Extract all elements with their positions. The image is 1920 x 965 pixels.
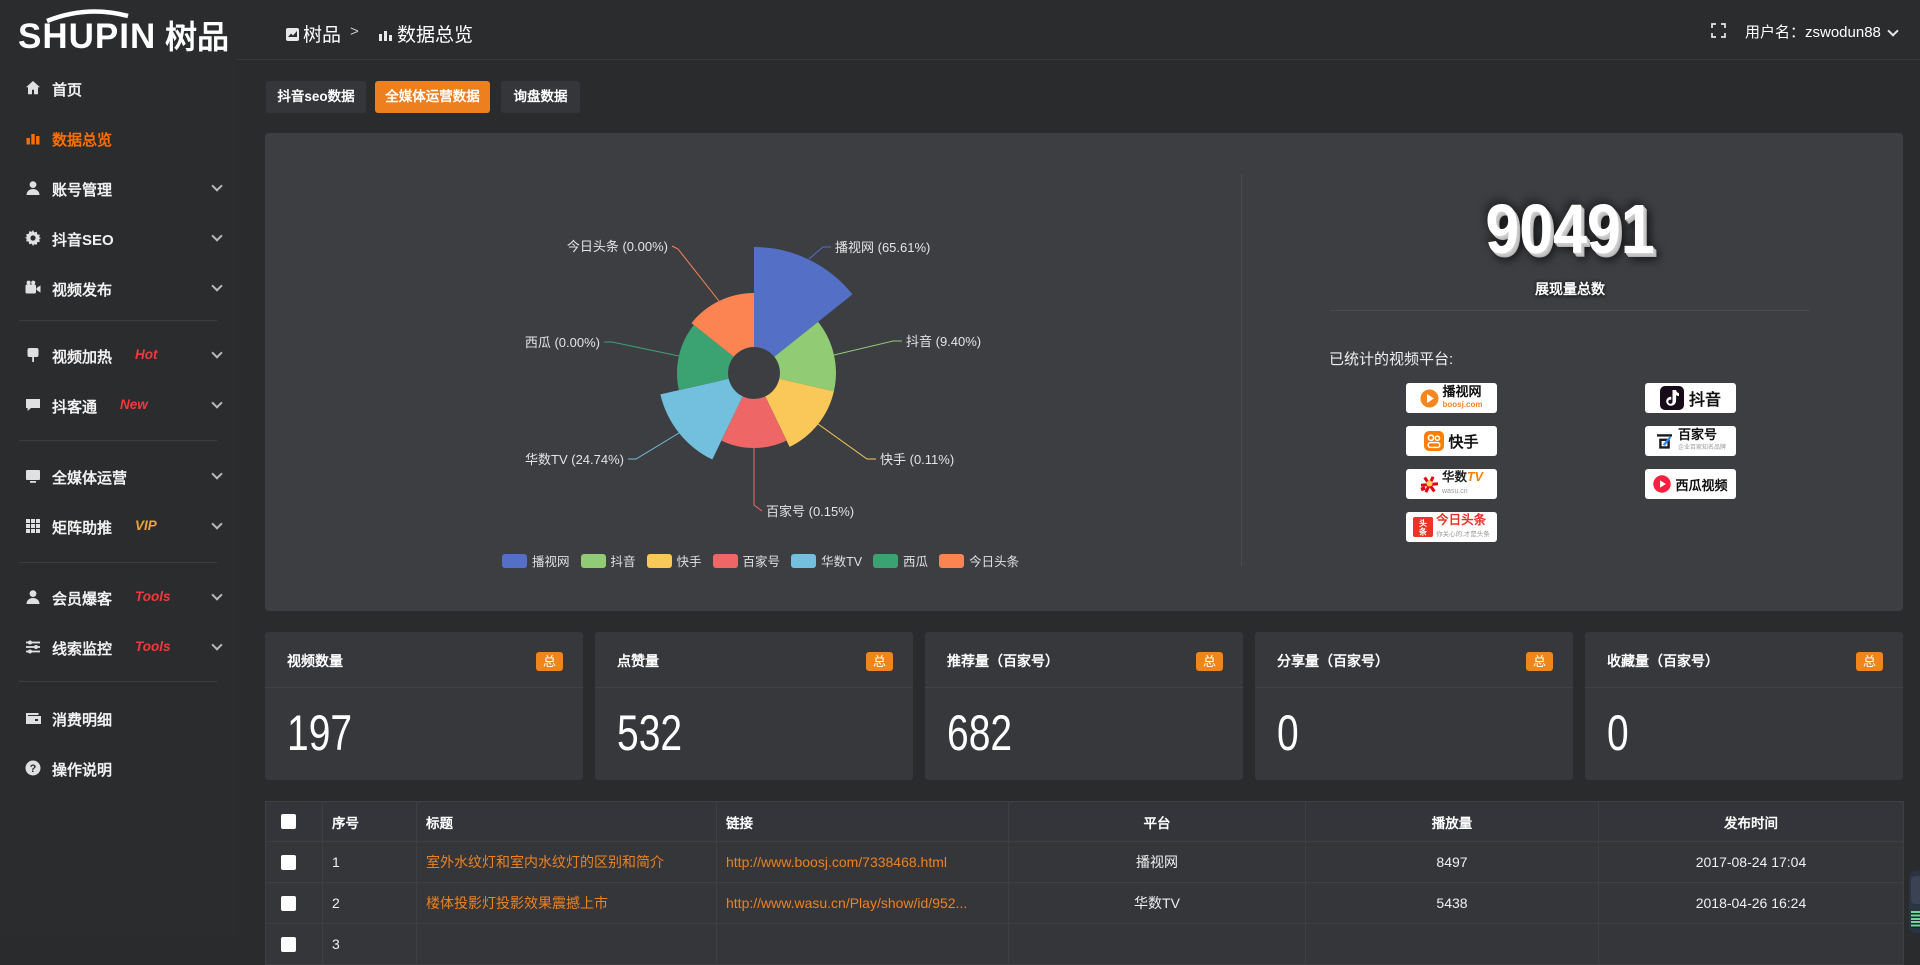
svg-text:今日头条 (0.00%): 今日头条 (0.00%) [567,239,668,254]
svg-text:百家号 (0.15%): 百家号 (0.15%) [766,504,854,519]
svg-text:?: ? [30,763,37,775]
svg-text:抖音 (9.40%): 抖音 (9.40%) [906,334,981,349]
svg-text:条: 条 [1418,527,1428,537]
svg-text:头: 头 [1419,518,1427,528]
svg-text:华数TV (24.74%): 华数TV (24.74%) [525,452,624,467]
svg-text:播视网 (65.61%): 播视网 (65.61%) [835,240,930,255]
svg-text:西瓜 (0.00%): 西瓜 (0.00%) [525,335,600,350]
svg-text:SHUPIN: SHUPIN [18,17,156,54]
svg-text:树品: 树品 [165,19,229,54]
svg-text:快手 (0.11%): 快手 (0.11%) [880,452,954,467]
